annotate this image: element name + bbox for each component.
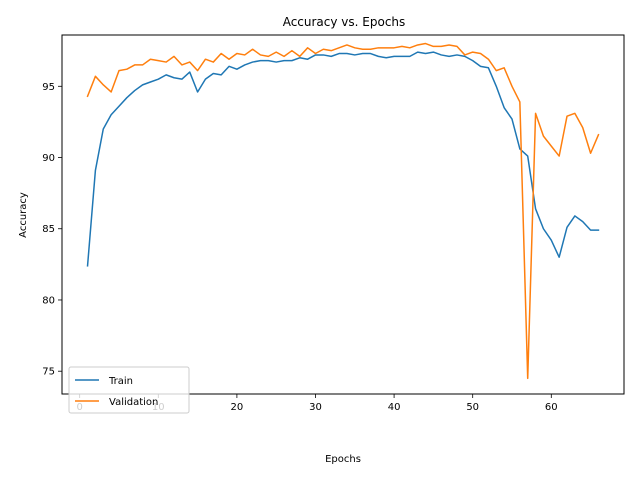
y-tick-label: 80	[42, 295, 55, 306]
series-layer	[86, 42, 600, 380]
series-line-train	[86, 51, 600, 267]
x-tick-label: 40	[388, 402, 401, 413]
y-tick-label: 95	[42, 82, 55, 93]
legend-label-train: Train	[108, 376, 133, 387]
x-tick-label: 50	[466, 402, 479, 413]
y-axis: 75 80 85 90 95	[42, 82, 62, 378]
legend: Train Validation	[68, 366, 190, 414]
y-tick-label: 90	[42, 153, 55, 164]
chart-title: Accuracy vs. Epochs	[283, 15, 406, 29]
y-tick-label: 75	[42, 367, 55, 378]
plot-frame	[61, 34, 625, 395]
y-axis-title: Accuracy	[18, 192, 29, 238]
x-tick-label: 60	[545, 402, 558, 413]
x-tick-label: 30	[309, 402, 322, 413]
x-axis-title: Epochs	[325, 454, 361, 465]
series-line-validation	[86, 42, 600, 380]
y-tick-label: 85	[42, 224, 55, 235]
x-tick-label: 20	[231, 402, 244, 413]
legend-label-validation: Validation	[109, 397, 158, 408]
